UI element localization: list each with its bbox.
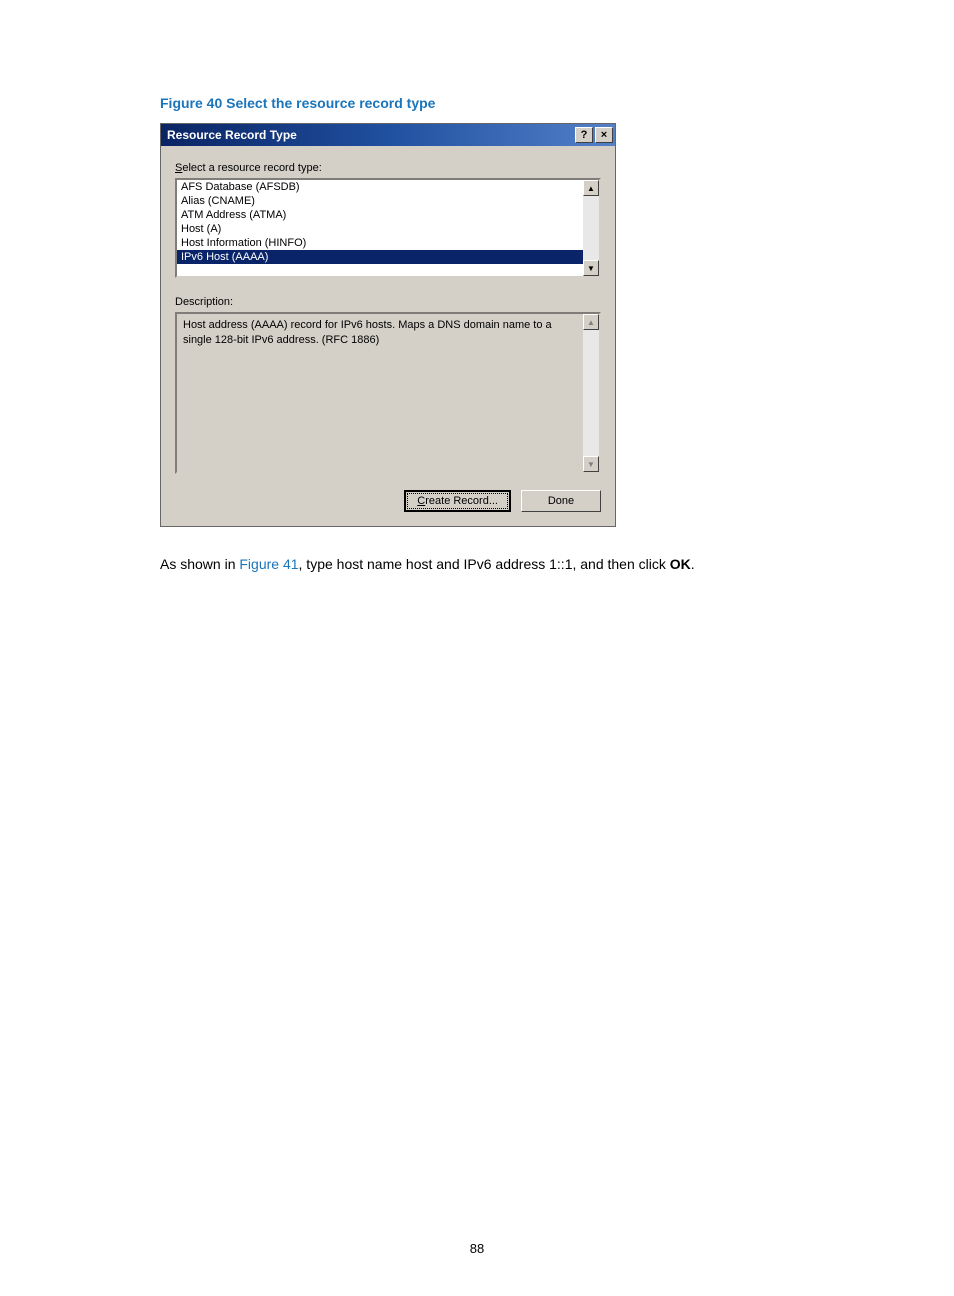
create-record-button[interactable]: Create Record... [404, 490, 511, 512]
figure-caption: Figure 40 Select the resource record typ… [160, 95, 844, 111]
done-button[interactable]: Done [521, 490, 601, 512]
titlebar: Resource Record Type ? × [161, 124, 615, 146]
list-item[interactable]: Host (A) [177, 222, 583, 236]
description-scrollbar: ▲ ▼ [583, 314, 599, 472]
dialog-title: Resource Record Type [167, 128, 297, 142]
list-item[interactable]: AFS Database (AFSDB) [177, 180, 583, 194]
button-row: Create Record... Done [175, 490, 601, 512]
scroll-track[interactable] [583, 196, 599, 260]
dialog-box: Resource Record Type ? × Select a resour… [160, 123, 616, 527]
scroll-down-icon: ▼ [583, 456, 599, 472]
scroll-up-icon: ▲ [583, 314, 599, 330]
description-box: Host address (AAAA) record for IPv6 host… [175, 312, 601, 474]
listbox-scrollbar[interactable]: ▲ ▼ [583, 180, 599, 276]
list-item[interactable]: ATM Address (ATMA) [177, 208, 583, 222]
body-paragraph: As shown in Figure 41, type host name ho… [160, 555, 844, 575]
scroll-up-icon[interactable]: ▲ [583, 180, 599, 196]
record-type-listbox[interactable]: AFS Database (AFSDB)Alias (CNAME)ATM Add… [175, 178, 601, 278]
help-button[interactable]: ? [575, 127, 593, 143]
list-item[interactable]: Host Information (HINFO) [177, 236, 583, 250]
titlebar-buttons: ? × [575, 127, 613, 143]
list-item[interactable]: Alias (CNAME) [177, 194, 583, 208]
select-label: Select a resource record type: [175, 162, 601, 174]
description-label: Description: [175, 296, 601, 308]
close-button[interactable]: × [595, 127, 613, 143]
scroll-track [583, 330, 599, 456]
page-number: 88 [0, 1241, 954, 1256]
listbox-items: AFS Database (AFSDB)Alias (CNAME)ATM Add… [177, 180, 583, 276]
dialog-body: Select a resource record type: AFS Datab… [161, 146, 615, 526]
list-item[interactable]: IPv6 Host (AAAA) [177, 250, 583, 264]
figure-reference-link[interactable]: Figure 41 [239, 556, 298, 572]
scroll-down-icon[interactable]: ▼ [583, 260, 599, 276]
description-text: Host address (AAAA) record for IPv6 host… [177, 314, 583, 472]
